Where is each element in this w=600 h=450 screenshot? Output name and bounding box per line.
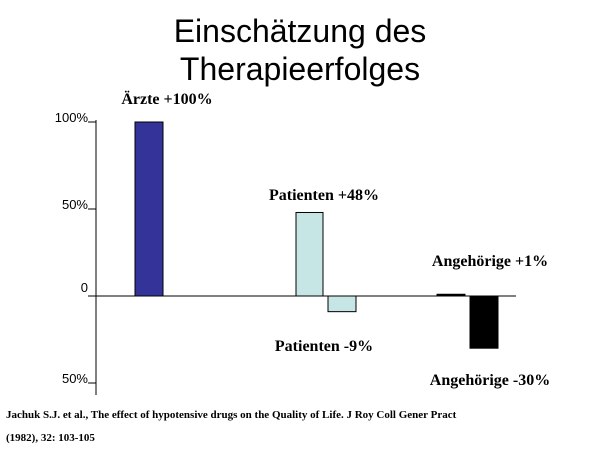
bar-data-label: Patienten +48%: [269, 187, 379, 204]
bar-data-label: Patienten -9%: [275, 338, 373, 355]
bar: [436, 293, 466, 297]
bar: [469, 295, 499, 349]
chart-title-line-1: Einschätzung des: [173, 13, 427, 49]
bar: [327, 295, 357, 313]
chart-title: Einschätzung des Therapieerfolges: [0, 12, 600, 88]
bar-data-label: Angehörige -30%: [430, 372, 550, 389]
bar: [134, 121, 164, 297]
y-tick-label: 0: [81, 280, 88, 295]
reference-citation: Jachuk S.J. et al., The effect of hypote…: [6, 404, 596, 450]
reference-line-2: (1982), 32: 103-105: [6, 432, 95, 444]
reference-line-1: Jachuk S.J. et al., The effect of hypote…: [6, 409, 457, 421]
y-tick-label: 100%: [55, 110, 89, 125]
bar: [295, 211, 324, 297]
bar-data-label: Angehörige +1%: [432, 253, 548, 270]
y-tick-label: 50%: [62, 197, 88, 212]
chart-title-line-2: Therapieerfolges: [179, 51, 421, 87]
y-tick-label: 50%: [62, 371, 88, 386]
bar-data-label: Ärzte +100%: [121, 90, 212, 108]
